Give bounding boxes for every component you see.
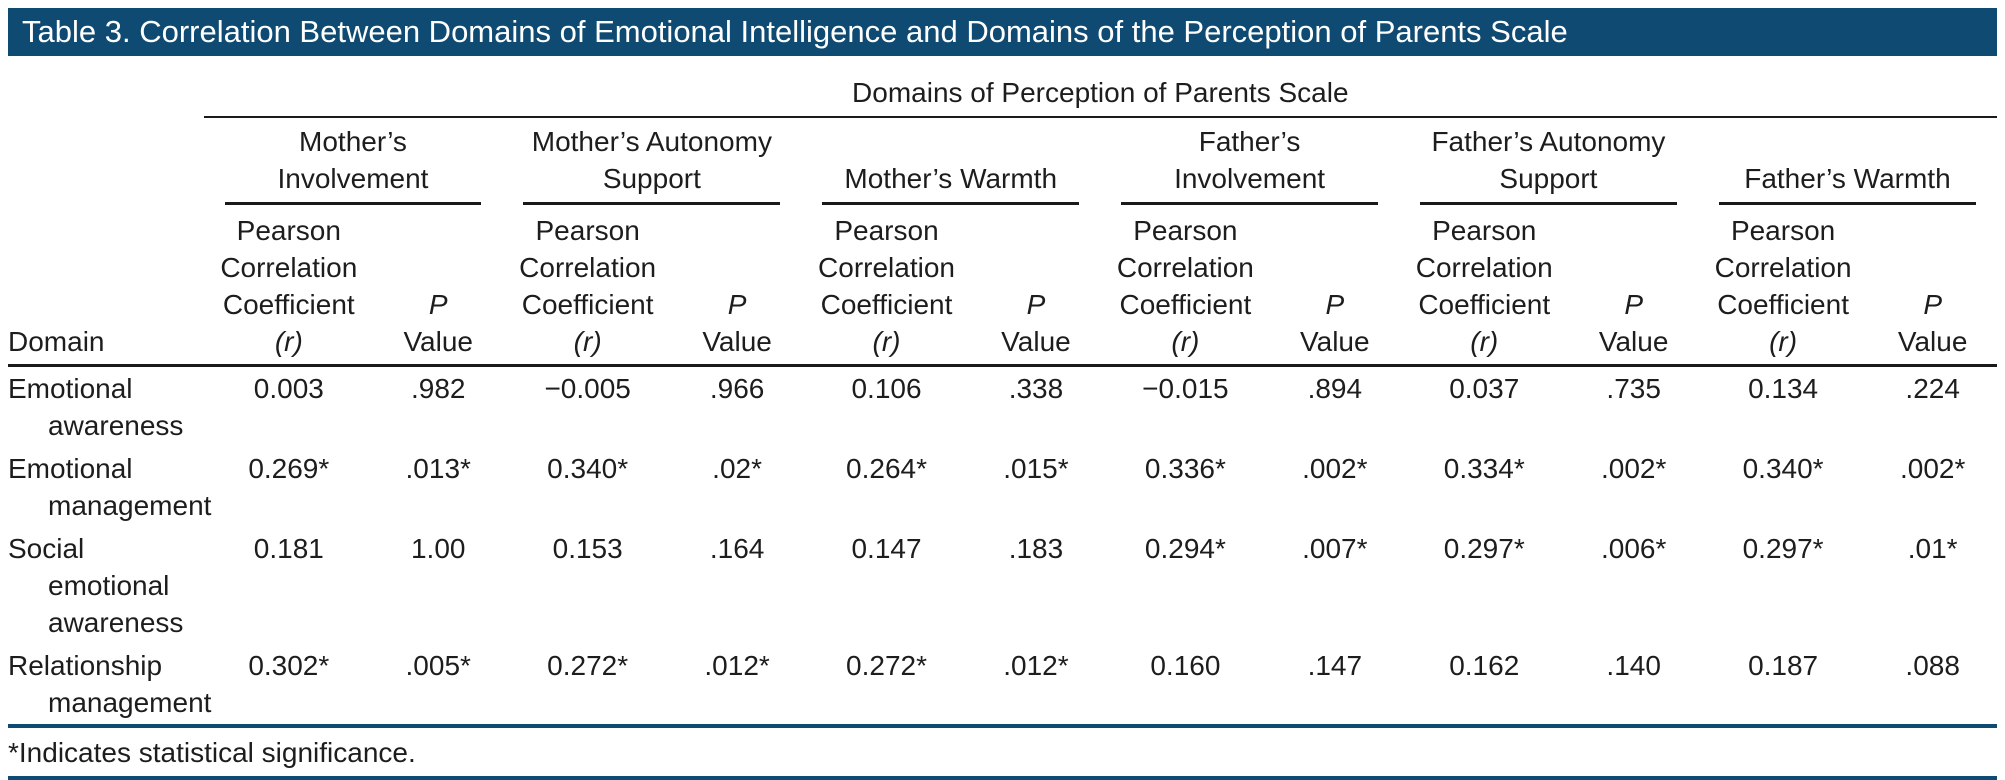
group-header-fathers-involvement: Father’s Involvement [1100, 117, 1399, 206]
cell-value: 0.160 [1150, 650, 1221, 681]
p-value-header: P Value [971, 206, 1101, 367]
cell-value: .140 [1606, 650, 1661, 681]
subheader-row: Domain Pearson Correlation Coefficient (… [8, 206, 1997, 367]
cell-value: 0.187 [1748, 650, 1819, 681]
cell-value: .966 [709, 373, 765, 404]
cell-value: 0.003 [253, 373, 324, 404]
cell-value: 0.134 [1748, 373, 1819, 404]
group-label: Father’s Warmth [1744, 163, 1951, 194]
row-label: Emotional awareness [8, 373, 184, 441]
cell-value: .02* [712, 453, 762, 484]
footnote: *Indicates statistical significance. [8, 737, 416, 768]
table-row-emotional-awareness: Emotional awareness 0.003 .982 −0.005 .9… [8, 366, 1997, 448]
correlation-table: Domains of Perception of Parents Scale M… [8, 58, 1997, 724]
cell-value: .002* [1302, 453, 1368, 484]
cell-value: .183 [1008, 533, 1064, 564]
cell-value: 1.00 [410, 533, 466, 564]
p-value-header: P Value [374, 206, 503, 367]
cell-value: 0.272* [846, 650, 927, 681]
cell-value: .005* [405, 650, 471, 681]
cell-value: 0.340* [547, 453, 629, 484]
pearson-r-header: Pearson Correlation Coefficient (r) [1399, 206, 1570, 367]
group-header-mothers-warmth: Mother’s Warmth [801, 117, 1100, 206]
cell-value: .01* [1907, 533, 1958, 564]
group-header-mothers-autonomy-support: Mother’s Autonomy Support [502, 117, 801, 206]
cell-value: .002* [1899, 453, 1966, 484]
pearson-r-header: Pearson Correlation Coefficient (r) [1100, 206, 1271, 367]
cell-value: 0.269* [248, 453, 330, 484]
spacer-cell [8, 117, 204, 206]
cell-value: .013* [405, 453, 471, 484]
spanner-header: Domains of Perception of Parents Scale [203, 58, 1997, 118]
pearson-r-header: Pearson Correlation Coefficient (r) [203, 206, 375, 367]
cell-value: 0.181 [253, 533, 324, 564]
cell-value: .007* [1302, 533, 1368, 564]
cell-value: .164 [709, 533, 765, 564]
cell-value: .982 [410, 373, 466, 404]
cell-value: 0.302* [248, 650, 330, 681]
domain-column-header: Domain [8, 206, 204, 367]
cell-value: 0.334* [1443, 453, 1525, 484]
cell-value: 0.264* [846, 453, 927, 484]
group-label: Mother’s Involvement [277, 126, 429, 194]
cell-value: 0.340* [1742, 453, 1824, 484]
group-header-fathers-autonomy-support: Father’s Autonomy Support [1399, 117, 1698, 206]
cell-value: 0.272* [547, 650, 629, 681]
cell-value: .015* [1003, 453, 1069, 484]
table-title-bar: Table 3. Correlation Between Domains of … [8, 8, 1997, 56]
pearson-r-header: Pearson Correlation Coefficient (r) [801, 206, 972, 367]
cell-value: 0.153 [552, 533, 623, 564]
row-label: Social emotional awareness [8, 533, 184, 638]
group-label: Father’s Autonomy Support [1431, 126, 1666, 194]
row-label: Emotional management [8, 453, 212, 521]
cell-value: 0.106 [851, 373, 922, 404]
divider-blue-top [8, 724, 1997, 728]
cell-value: 0.294* [1144, 533, 1226, 564]
row-label: Relationship management [8, 650, 212, 718]
cell-value: 0.162 [1449, 650, 1520, 681]
cell-value: .338 [1008, 373, 1064, 404]
cell-value: .894 [1307, 373, 1363, 404]
group-label: Mother’s Warmth [844, 163, 1058, 194]
table-title: Table 3. Correlation Between Domains of … [22, 14, 1568, 49]
cell-value: 0.297* [1443, 533, 1525, 564]
spanner-row: Domains of Perception of Parents Scale [8, 58, 1997, 118]
pearson-r-header: Pearson Correlation Coefficient (r) [1697, 206, 1869, 367]
cell-value: .088 [1905, 650, 1960, 681]
cell-value: 0.336* [1144, 453, 1226, 484]
table-row-social-emotional-awareness: Social emotional awareness 0.181 1.00 0.… [8, 527, 1997, 644]
cell-value: .735 [1606, 373, 1661, 404]
pearson-r-header: Pearson Correlation Coefficient (r) [502, 206, 673, 367]
group-header-fathers-warmth: Father’s Warmth [1698, 117, 1997, 206]
cell-value: .006* [1600, 533, 1667, 564]
table-row-emotional-management: Emotional management 0.269* .013* 0.340*… [8, 447, 1997, 527]
p-value-header: P Value [672, 206, 802, 367]
group-header-mothers-involvement: Mother’s Involvement [204, 117, 503, 206]
cell-value: 0.147 [851, 533, 922, 564]
cell-value: 0.037 [1449, 373, 1520, 404]
group-header-row: Mother’s Involvement Mother’s Autonomy S… [8, 117, 1997, 206]
cell-value: .002* [1600, 453, 1667, 484]
divider-blue-bottom [8, 776, 1997, 780]
p-value-header: P Value [1569, 206, 1698, 367]
cell-value: −0.005 [544, 373, 631, 404]
table-row-relationship-management: Relationship management 0.302* .005* 0.2… [8, 644, 1997, 724]
cell-value: −0.015 [1142, 373, 1229, 404]
cell-value: .012* [1003, 650, 1069, 681]
cell-value: .147 [1307, 650, 1363, 681]
cell-value: .012* [704, 650, 770, 681]
spacer-cell [8, 58, 204, 117]
p-value-header: P Value [1270, 206, 1399, 367]
group-label: Mother’s Autonomy Support [531, 126, 772, 194]
cell-value: .224 [1905, 373, 1960, 404]
group-label: Father’s Involvement [1174, 126, 1326, 194]
p-value-header: P Value [1868, 206, 1997, 367]
cell-value: 0.297* [1742, 533, 1824, 564]
